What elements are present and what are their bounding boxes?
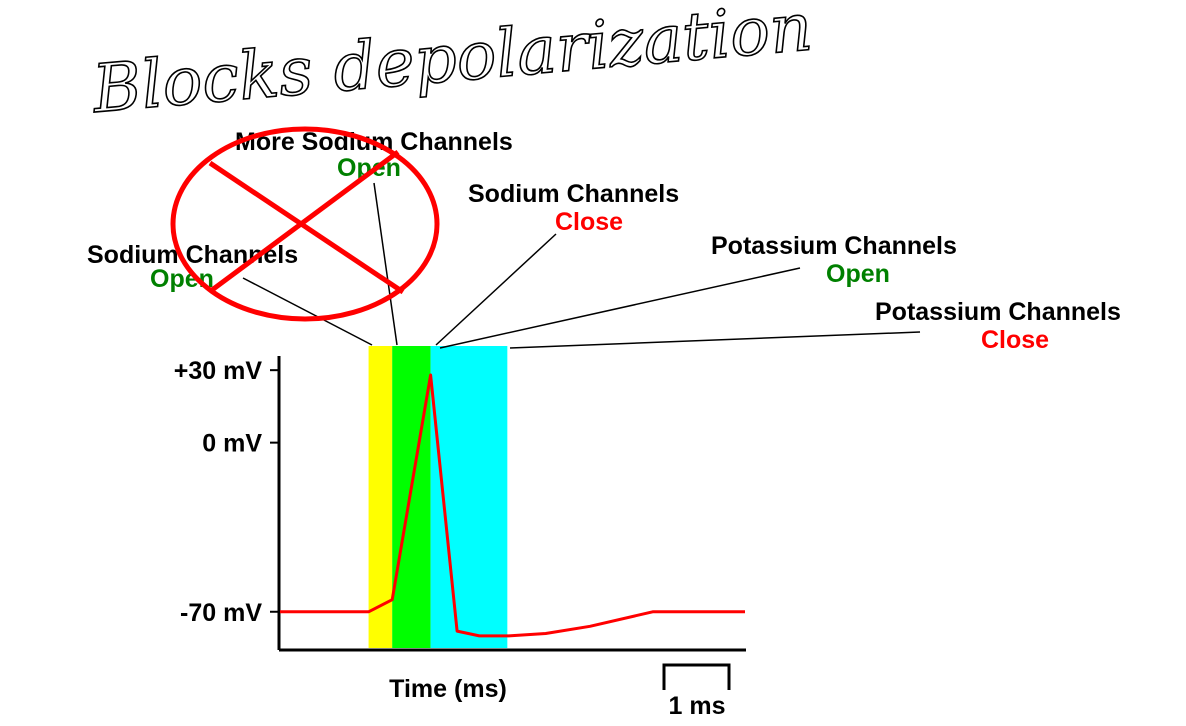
callout-k-open-title: Potassium Channels (711, 232, 957, 260)
membrane-potential-trace (280, 373, 745, 638)
callout-k-open: Potassium Channels Open (711, 232, 957, 288)
callout-na-close-title: Sodium Channels (468, 180, 679, 208)
callout-k-close-title: Potassium Channels (875, 298, 1121, 326)
scale-bar-label: 1 ms (669, 692, 726, 720)
phase-band-1 (368, 346, 393, 648)
y-tick-label-1: +30 mV (174, 357, 263, 385)
leader-more-na-open (373, 182, 398, 346)
cross-out-annotation (170, 126, 440, 322)
cross-out-stroke-1 (208, 160, 405, 295)
x-axis-label: Time (ms) (389, 675, 507, 703)
leader-k-close (509, 331, 921, 349)
callout-k-close: Potassium Channels Close (875, 298, 1121, 354)
handwritten-annotation: Blocks depolarization (89, 0, 816, 128)
y-ticks: +30 mV 0 mV -70 mV (174, 357, 279, 627)
y-tick-label-2: 0 mV (202, 430, 262, 458)
callout-k-close-state: Close (981, 326, 1049, 354)
cross-out-stroke-2 (210, 149, 400, 293)
cross-out-ellipse (170, 126, 440, 322)
scale-bar: 1 ms (662, 663, 731, 720)
phase-band-2 (392, 346, 431, 648)
leader-na-open (242, 277, 373, 346)
callout-na-close: Sodium Channels Close (468, 180, 679, 236)
callout-k-open-state: Open (826, 260, 890, 288)
leader-k-open (439, 267, 801, 349)
callout-na-open-state: Open (150, 265, 214, 293)
callout-more-na-open: More Sodium Channels Open (235, 128, 513, 182)
y-tick-label-3: -70 mV (180, 599, 262, 627)
leader-na-close (435, 233, 557, 346)
leader-lines (242, 182, 921, 349)
callout-na-close-state: Close (555, 208, 623, 236)
